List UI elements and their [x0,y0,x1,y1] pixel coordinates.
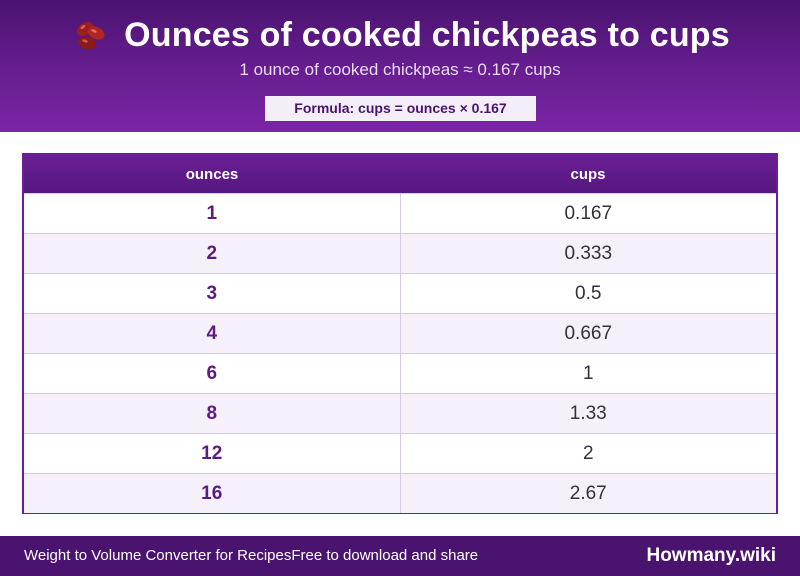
cups-cell: 2.67 [569,482,607,504]
ounces-cell: 2 [24,234,401,273]
page-title: Ounces of cooked chickpeas to cups [124,15,730,54]
cups-cell: 1 [582,362,594,384]
ounces-cell: 1 [24,194,401,233]
header-banner: Ounces of cooked chickpeas to cups 1 oun… [0,0,800,132]
table-header: ounces cups [24,155,776,193]
cups-cell: 2 [582,442,594,464]
ounces-cell: 12 [24,434,401,473]
ounces-cell: 16 [24,474,401,513]
table-row: 3 0.5 [24,273,776,313]
table-row: 16 2.67 [24,473,776,513]
cups-cell: 0.167 [564,202,613,224]
column-header-cups: cups [570,165,606,183]
title-row: Ounces of cooked chickpeas to cups [0,12,800,58]
table-row: 4 0.667 [24,313,776,353]
column-header-ounces: ounces [185,165,239,183]
ounces-cell: 3 [24,274,401,313]
table-row: 1 0.167 [24,193,776,233]
footer-tagline: Weight to Volume Converter for RecipesFr… [24,547,479,564]
ounces-cell: 4 [24,314,401,353]
conversion-summary: 1 ounce of cooked chickpeas ≈ 0.167 cups [239,60,561,79]
table-row: 2 0.333 [24,233,776,273]
footer-bar: Weight to Volume Converter for RecipesFr… [0,536,800,576]
conversion-table: ounces cups 1 0.167 2 0.333 3 0.5 4 0.66… [22,153,778,514]
table-row: 6 1 [24,353,776,393]
cups-cell: 0.667 [564,322,613,344]
cups-cell: 1.33 [569,402,607,424]
beans-icon [70,15,110,55]
brand-name: Howmany.wiki [646,545,776,566]
table-row: 8 1.33 [24,393,776,433]
table-row: 12 2 [24,433,776,473]
ounces-cell: 6 [24,354,401,393]
ounces-cell: 8 [24,394,401,433]
cups-cell: 0.5 [575,282,602,304]
formula-badge: Formula: cups = ounces × 0.167 [265,96,536,121]
cups-cell: 0.333 [564,242,613,264]
